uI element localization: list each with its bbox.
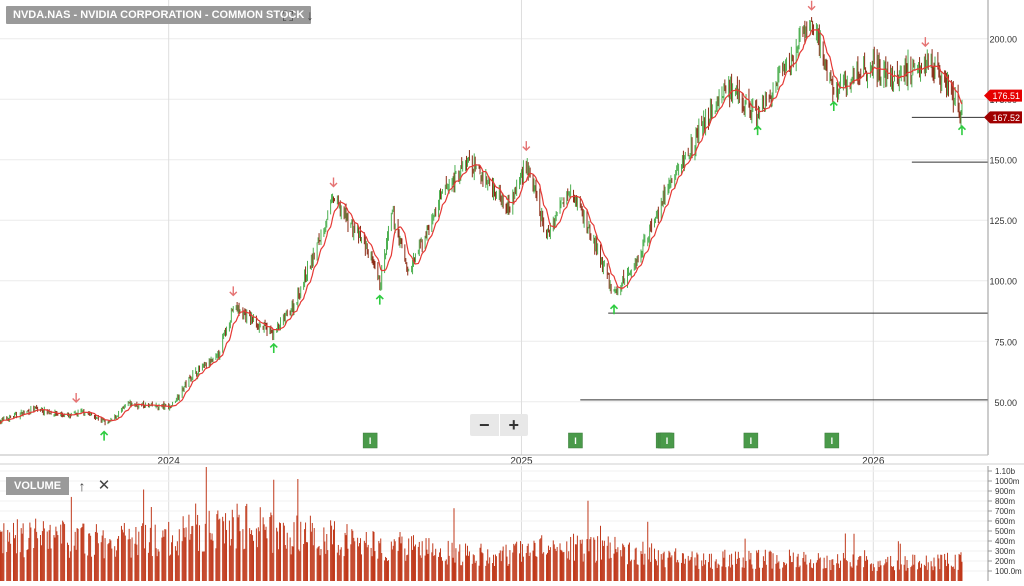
up-arrow-icon	[375, 294, 384, 305]
zoom-in-button[interactable]: +	[508, 415, 519, 435]
volume-tick-label: 900m	[995, 487, 1015, 496]
down-arrow-icon	[229, 286, 238, 297]
price-tags: 176.51 167.52	[984, 89, 1022, 124]
volume-tick-label: 800m	[995, 497, 1015, 506]
event-marker[interactable]	[824, 432, 840, 449]
y-tick-label: 50.00	[994, 398, 1017, 408]
close-icon[interactable]: ✕	[97, 477, 111, 494]
y-tick-label: 125.00	[989, 216, 1017, 226]
signal-arrows	[72, 0, 967, 441]
volume-tick-label: 600m	[995, 517, 1015, 526]
down-arrow-icon	[522, 141, 531, 152]
up-arrow-icon	[609, 304, 619, 315]
up-arrow-icon	[753, 125, 762, 136]
down-arrow-icon	[921, 37, 930, 48]
price-tag-label: 176.51	[992, 91, 1020, 101]
down-arrow-icon	[329, 177, 338, 188]
move-up-icon[interactable]: ↑	[78, 478, 86, 494]
y-tick-label: 100.00	[989, 277, 1017, 287]
volume-tick-label: 1.10b	[995, 467, 1016, 476]
up-arrow-icon	[829, 100, 838, 111]
up-arrow-icon	[269, 342, 278, 353]
x-tick-label: 2024	[158, 456, 181, 467]
down-arrow-icon	[72, 393, 81, 404]
event-marker-label: I	[574, 436, 577, 446]
volume-bars	[0, 467, 963, 581]
volume-tick-label: 200m	[995, 557, 1015, 566]
event-marker[interactable]	[362, 432, 378, 449]
x-tick-label: 2025	[510, 456, 533, 467]
up-arrow-icon	[957, 125, 967, 136]
price-tag	[984, 111, 1022, 124]
event-marker-label: I	[369, 436, 372, 446]
zoom-controls: − +	[470, 414, 528, 436]
volume-tick-label: 700m	[995, 507, 1015, 516]
volume-tick-label: 500m	[995, 527, 1015, 536]
candles	[0, 17, 963, 426]
down-arrow-icon	[807, 0, 816, 11]
event-marker-label: I	[750, 436, 753, 446]
zoom-out-button[interactable]: −	[470, 414, 500, 436]
event-marker[interactable]	[659, 432, 675, 449]
event-marker-label: I	[831, 436, 834, 446]
volume-tick-label: 100.0m	[995, 567, 1022, 576]
event-marker[interactable]	[568, 432, 583, 449]
volume-tick-label: 400m	[995, 537, 1015, 546]
price-tag	[984, 89, 1022, 102]
event-marker[interactable]	[743, 432, 759, 449]
x-tick-label: 2026	[862, 456, 885, 467]
volume-tick-label: 1000m	[995, 477, 1020, 486]
event-marker-label: I	[666, 436, 669, 446]
volume-label: VOLUME	[6, 477, 70, 495]
fullscreen-icon[interactable]: ⛶	[283, 8, 293, 24]
volume-tick-label: 300m	[995, 547, 1015, 556]
up-arrow-icon	[100, 430, 109, 441]
y-tick-label: 150.00	[989, 156, 1017, 166]
support-lines	[580, 116, 988, 401]
moving-average-line	[0, 29, 963, 425]
download-icon[interactable]: ↓	[306, 7, 314, 23]
y-tick-label: 75.00	[994, 337, 1017, 347]
event-markers[interactable]: IIIIIII	[362, 432, 840, 449]
chart-title: NVDA.NAS - NVIDIA CORPORATION - COMMON S…	[6, 6, 312, 24]
price-tag-label: 167.52	[992, 113, 1020, 123]
y-tick-label: 200.00	[989, 35, 1017, 45]
